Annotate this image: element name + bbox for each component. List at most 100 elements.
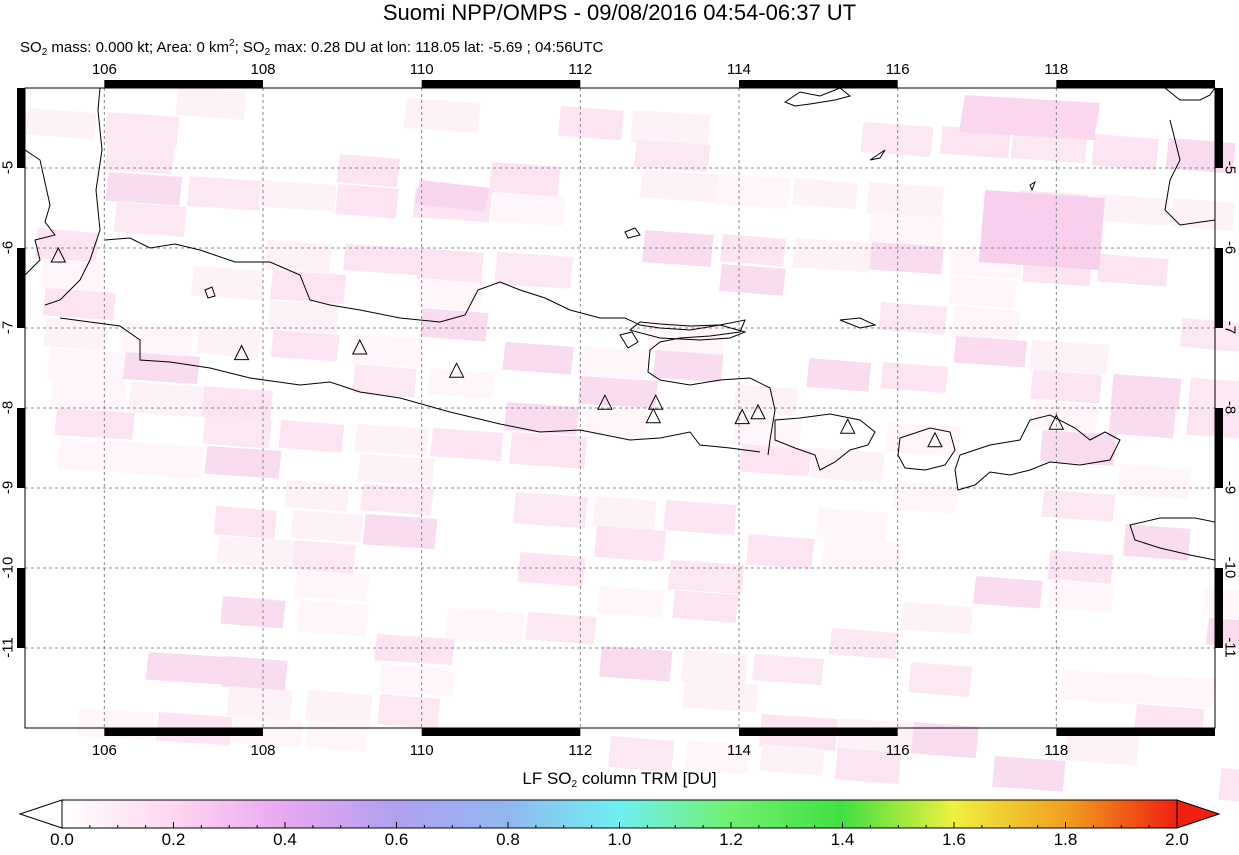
swath-pixel <box>502 342 574 375</box>
swath-pixel <box>46 348 127 384</box>
swath-pixel <box>304 690 373 727</box>
swath-pixel <box>269 270 347 305</box>
swath-pixel <box>352 364 417 398</box>
colorbar-tick-label: 2.0 <box>1165 830 1189 849</box>
swath-pixel <box>834 748 902 785</box>
colorbar-tick-label: 0.8 <box>496 830 520 849</box>
lat-tick-label-right: -8 <box>1221 400 1239 415</box>
swath-pixel <box>719 264 786 296</box>
coastline-segment <box>1164 87 1216 101</box>
coastline-segment <box>628 321 747 341</box>
swath-pixel <box>104 112 180 149</box>
swath-pixel <box>378 664 456 697</box>
swath-pixel <box>43 318 109 351</box>
swath-pixel <box>509 432 588 469</box>
swath-pixel <box>652 350 724 383</box>
swath-pixel <box>354 424 430 457</box>
swath-pixel <box>216 536 298 569</box>
swath-pixel <box>1134 674 1216 708</box>
colorbar-tick-label: 0.2 <box>161 830 186 849</box>
swath-pixel <box>504 402 580 435</box>
swath-pixel <box>1039 430 1117 467</box>
frame-segment-left <box>17 248 25 328</box>
swath-pixel <box>1134 704 1205 736</box>
volcano-marker <box>233 344 250 361</box>
swath-pixel <box>667 560 745 594</box>
swath-pixel <box>608 736 675 773</box>
swath-pixel <box>191 266 265 301</box>
lat-tick-label-left: -9 <box>0 480 17 495</box>
swath-pixel <box>296 600 369 637</box>
swath-pixel <box>577 346 649 380</box>
swath-pixel <box>1179 318 1239 352</box>
swath-pixel <box>639 170 719 203</box>
swath-pixel <box>594 526 667 562</box>
swath-pixel <box>1091 134 1159 171</box>
colorbar-low-arrow <box>18 799 63 829</box>
frame-segment-right <box>1215 88 1223 168</box>
swath-pixel <box>1029 340 1110 375</box>
lon-tick-label-bottom: 112 <box>568 742 593 759</box>
volcano-marker <box>647 394 664 410</box>
colorbar-tick-label: 1.6 <box>942 830 966 849</box>
frame-segment-left <box>17 88 25 168</box>
coastline-segment <box>774 413 876 471</box>
lat-tick-label-left: -5 <box>0 160 17 175</box>
so2-pixel-swaths <box>25 86 1239 802</box>
frame-segment-top <box>1056 80 1215 88</box>
swath-pixel <box>403 98 481 133</box>
colorbar-tick-label: 0.6 <box>384 830 409 849</box>
swath-pixel <box>220 596 286 629</box>
swath-pixel <box>145 652 226 685</box>
swath-pixel <box>759 744 825 776</box>
swath-pixel <box>951 306 1021 343</box>
colorbar-tick-label: 1.8 <box>1053 830 1078 849</box>
swath-pixel <box>221 656 288 692</box>
swath-pixel <box>416 248 484 284</box>
frame-segment-bottom <box>421 728 581 736</box>
volcano-marker <box>1048 414 1065 430</box>
swath-pixel <box>257 180 337 212</box>
swath-pixel <box>868 212 945 248</box>
swath-pixel <box>40 258 106 294</box>
swath-pixel <box>1047 580 1115 613</box>
swath-pixel <box>120 322 194 357</box>
swath-pixel <box>732 414 802 450</box>
swath-pixel <box>1122 524 1191 561</box>
coastline-segment <box>1164 119 1216 226</box>
swath-pixel <box>1110 374 1182 410</box>
swath-pixel <box>105 172 183 206</box>
frame-segment-left <box>17 568 25 648</box>
coastline-segment <box>624 227 641 239</box>
frame-segment-bottom <box>739 728 898 736</box>
swath-pixel <box>270 330 340 362</box>
lat-tick-label-left: -8 <box>0 400 17 415</box>
frame-segment-top <box>739 80 898 88</box>
swath-pixel <box>294 570 370 602</box>
swath-pixel <box>377 694 441 730</box>
volcano-marker <box>351 338 368 355</box>
lon-tick-label-bottom: 110 <box>409 742 434 759</box>
volcano-marker <box>750 403 766 420</box>
swath-pixel <box>213 506 277 540</box>
swath-pixel <box>525 612 597 645</box>
swath-pixel <box>200 386 274 422</box>
swath-pixel <box>1030 370 1103 404</box>
map-title: Suomi NPP/OMPS - 09/08/2016 04:54-06:37 … <box>382 0 857 25</box>
lon-tick-label-bottom: 114 <box>727 742 751 759</box>
colorbar-high-arrow <box>1176 799 1221 829</box>
swath-pixel <box>1186 408 1239 439</box>
frame-segment-top <box>104 80 263 88</box>
lon-tick-label-bottom: 116 <box>885 742 910 759</box>
lon-tick-label-top: 118 <box>1044 61 1069 78</box>
swath-pixel <box>738 444 812 477</box>
swath-pixel <box>681 680 759 713</box>
frame-segment-right <box>1215 568 1223 648</box>
swath-pixel <box>959 95 1100 140</box>
swath-pixel <box>264 240 332 274</box>
swath-pixel <box>445 608 525 645</box>
swath-pixel <box>362 514 438 550</box>
swath-pixel <box>305 720 369 753</box>
swath-pixel <box>494 252 574 289</box>
colorbar-label: LF SO2 column TRM [DU] <box>522 769 717 790</box>
